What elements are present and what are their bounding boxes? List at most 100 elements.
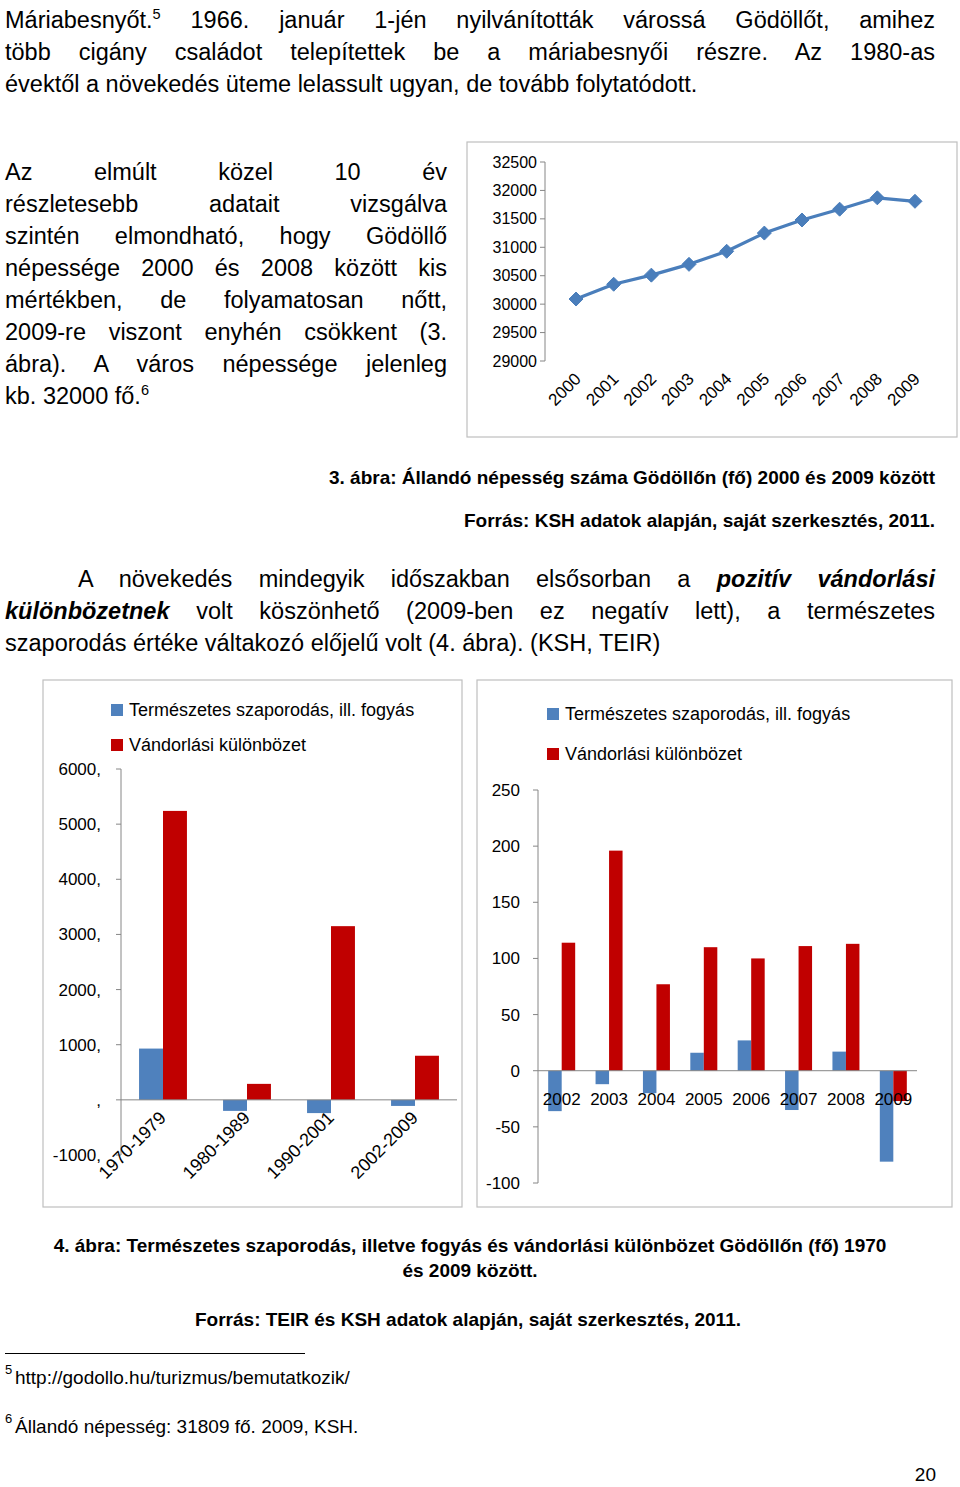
x-tick-label: 2006 <box>732 1090 770 1109</box>
y-tick <box>116 824 121 825</box>
x-tick-label: 2002-2009 <box>347 1108 422 1183</box>
text-run: pozitív vándorlási <box>717 566 935 592</box>
y-tick <box>116 934 121 935</box>
marks <box>569 191 922 306</box>
marker <box>908 194 922 208</box>
chart-frame <box>467 142 957 437</box>
text-run: népessége 2000 és 2008 között kis <box>5 255 447 281</box>
x-tick-label: 2001 <box>582 369 622 409</box>
y-axis <box>545 162 546 361</box>
marker <box>720 244 734 258</box>
legend-label: Természetes szaporodás, ill. fogyás <box>565 704 850 724</box>
text-run: szintén elmondható, hogy Gödöllő <box>5 223 447 249</box>
x-axis <box>538 1070 917 1071</box>
y-tick <box>533 1183 538 1184</box>
chart: -100-50050100150200250200220032004200520… <box>477 680 952 1207</box>
y-tick-label: 32000 <box>493 182 538 199</box>
text-run: ábra). A város népessége jelenleg <box>5 351 447 377</box>
y-tick-label: 50 <box>501 1006 520 1025</box>
bar <box>391 1100 415 1106</box>
bar <box>704 947 718 1071</box>
y-tick-label: 4000, <box>58 870 101 889</box>
text-run: 2009-re viszont enyhén csökkent (3. <box>5 319 447 345</box>
text-run: Máriabesnyőt. <box>5 7 153 33</box>
paragraph-line: szaporodás értéke váltakozó előjelű volt… <box>5 627 935 659</box>
text-run: kb. 32000 fő. <box>5 383 141 409</box>
y-tick-label: 29000 <box>493 353 538 370</box>
text-run: részletesebb adatait vizsgálva <box>5 191 447 217</box>
x-tick-label: 2005 <box>685 1090 723 1109</box>
y-tick-label: 32500 <box>493 154 538 171</box>
caption: és 2009 között. <box>0 1258 940 1284</box>
line <box>576 198 915 299</box>
bar <box>331 926 355 1100</box>
y-tick <box>540 218 545 219</box>
legend-label: Vándorlási különbözet <box>565 744 742 764</box>
paragraph-line: mértékben, de folyamatosan nőtt, <box>5 284 447 316</box>
x-tick-label: 2009 <box>874 1090 912 1109</box>
paragraph-line: Az elmúlt közel 10 év <box>5 156 447 188</box>
x-axis <box>121 1099 457 1100</box>
bar <box>799 946 813 1071</box>
paragraph-line: több cigány családot telepítettek be a m… <box>5 36 935 68</box>
caption: Forrás: TEIR és KSH adatok alapján, sajá… <box>0 1307 936 1333</box>
y-tick <box>540 247 545 248</box>
y-tick <box>116 769 121 770</box>
x-tick-label: 1990-2001 <box>263 1108 338 1183</box>
y-tick-label: 31500 <box>493 210 538 227</box>
paragraph-line: Máriabesnyőt.5 1966. január 1-jén nyilvá… <box>5 4 935 36</box>
x-tick-label: 2004 <box>638 1090 676 1109</box>
paragraph-line: 2009-re viszont enyhén csökkent (3. <box>5 316 447 348</box>
chart: -1000,,1000,2000,3000,4000,5000,6000,197… <box>43 680 462 1207</box>
paragraph-line: különbözetnek volt köszönhető (2009-ben … <box>5 595 935 627</box>
chart: 2900029500300003050031000315003200032500… <box>467 142 957 437</box>
y-tick-label: 5000, <box>58 815 101 834</box>
superscript: 6 <box>141 382 149 398</box>
y-tick-label: -50 <box>495 1118 520 1137</box>
y-tick-label: , <box>96 1091 101 1110</box>
y-tick <box>533 958 538 959</box>
bar <box>562 943 576 1071</box>
legend-swatch <box>547 708 559 720</box>
x-tick-label: 2004 <box>695 369 735 409</box>
marker <box>870 191 884 205</box>
x-tick-label: 2008 <box>846 369 886 409</box>
superscript: 5 <box>153 6 161 22</box>
paragraph-line: szintén elmondható, hogy Gödöllő <box>5 220 447 252</box>
y-tick-label: -100 <box>486 1174 520 1193</box>
y-tick-label: 200 <box>492 837 520 856</box>
paragraph-line: részletesebb adatait vizsgálva <box>5 188 447 220</box>
y-tick-label: 29500 <box>493 324 538 341</box>
paragraph-line: A növekedés mindegyik időszakban elsősor… <box>78 563 935 595</box>
y-tick <box>116 879 121 880</box>
legend-swatch <box>111 739 123 751</box>
footnote-separator <box>5 1353 305 1354</box>
text-run: különbözetnek <box>5 598 170 624</box>
bar <box>163 811 187 1100</box>
text-run: A növekedés mindegyik időszakban elsősor… <box>78 566 717 592</box>
bar <box>832 1052 846 1071</box>
y-tick <box>533 902 538 903</box>
x-tick-label: 1970-1979 <box>95 1108 170 1183</box>
y-tick <box>540 275 545 276</box>
y-tick-label: 2000, <box>58 981 101 1000</box>
bar <box>846 944 860 1071</box>
bar <box>415 1056 439 1100</box>
footnote-mark: 5 <box>5 1362 12 1378</box>
marker <box>644 268 658 282</box>
y-tick <box>533 1014 538 1015</box>
y-tick <box>533 846 538 847</box>
legend-label: Természetes szaporodás, ill. fogyás <box>129 700 414 720</box>
y-tick <box>540 332 545 333</box>
bar <box>223 1100 247 1111</box>
y-tick-label: 6000, <box>58 760 101 779</box>
paragraph-line: évektől a növekedés üteme lelassult ugya… <box>5 68 935 100</box>
y-tick-label: 31000 <box>493 239 538 256</box>
x-tick-label: 2003 <box>590 1090 628 1109</box>
marker <box>757 226 771 240</box>
footnote-mark: 6 <box>5 1411 12 1427</box>
bar <box>690 1053 704 1071</box>
chart-frame <box>43 680 462 1207</box>
footnote-text: Állandó népesség: 31809 fő. 2009, KSH. <box>15 1415 358 1439</box>
text-run: mértékben, de folyamatosan nőtt, <box>5 287 447 313</box>
